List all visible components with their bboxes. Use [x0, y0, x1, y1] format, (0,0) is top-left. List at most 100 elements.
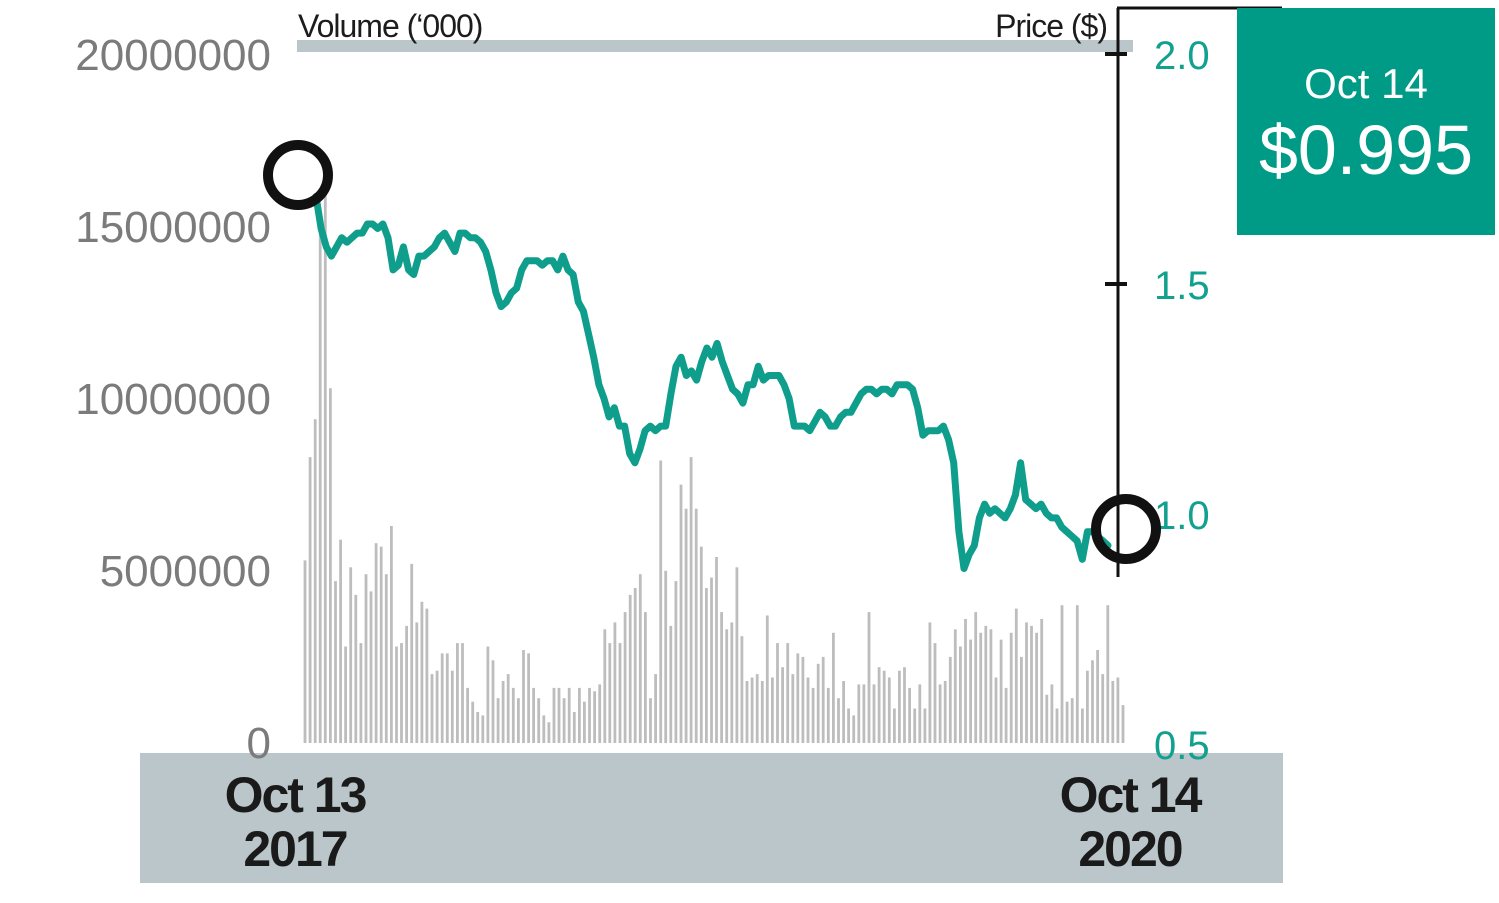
volume-bar	[989, 629, 993, 743]
volume-bar	[603, 629, 607, 743]
volume-bar	[664, 570, 668, 744]
volume-bar	[694, 508, 698, 743]
volume-bar	[1020, 656, 1023, 743]
volume-bar	[959, 646, 962, 743]
price-tick-label: 2.0	[1154, 34, 1210, 78]
volume-bar	[440, 653, 444, 743]
volume-bar	[908, 687, 911, 743]
volume-bar	[806, 677, 810, 743]
volume-bar	[349, 567, 353, 743]
volume-bar	[344, 646, 347, 743]
volume-bar	[638, 574, 642, 743]
price-axis-title: Price ($)	[995, 8, 1107, 44]
volume-bar	[364, 574, 368, 743]
volume-bar	[557, 687, 561, 743]
volume-bar	[933, 643, 937, 743]
volume-bar	[740, 636, 744, 743]
start-year-label: 2017	[243, 821, 346, 877]
volume-bar	[1009, 632, 1013, 743]
price-line	[312, 192, 1112, 572]
volume-bar	[308, 457, 312, 743]
volume-bar	[832, 632, 835, 743]
volume-bar	[400, 643, 403, 743]
volume-bar	[623, 612, 627, 743]
volume-bar	[496, 698, 500, 743]
volume-bar	[1035, 632, 1038, 743]
volume-bar	[964, 619, 967, 743]
volume-bar	[613, 622, 617, 743]
volume-bar	[771, 677, 774, 743]
price-tick-label: 1.5	[1154, 264, 1210, 308]
volume-axis: 20000000 15000000 10000000 5000000 0	[75, 31, 271, 768]
volume-bar	[527, 653, 530, 743]
volume-bar	[928, 622, 932, 743]
volume-bar	[725, 629, 729, 743]
volume-bar	[882, 670, 886, 743]
volume-bar	[420, 601, 424, 743]
volume-bar	[517, 698, 520, 743]
volume-bar	[684, 508, 688, 743]
volume-bar	[334, 581, 337, 743]
volume-bar	[461, 643, 464, 743]
volume-bar	[598, 684, 602, 743]
volume-bar	[1004, 687, 1008, 743]
volume-bar	[644, 612, 647, 743]
volume-bar	[791, 674, 795, 743]
volume-bar	[303, 560, 307, 743]
volume-axis-title: Volume (‘000)	[298, 8, 482, 44]
volume-tick-label: 20000000	[75, 31, 271, 80]
volume-bar	[847, 708, 850, 743]
volume-bar	[781, 667, 784, 743]
volume-bar	[537, 698, 541, 743]
end-date-label: Oct 14	[1060, 767, 1203, 823]
volume-bar	[552, 687, 556, 743]
volume-bar	[466, 687, 469, 743]
volume-bar	[1070, 698, 1074, 743]
volume-bar	[471, 701, 475, 743]
volume-tick-label: 5000000	[100, 547, 271, 596]
volume-bar	[1075, 605, 1079, 743]
volume-bar	[578, 687, 581, 743]
volume-bar	[903, 667, 906, 743]
volume-bar	[379, 546, 383, 743]
volume-bar	[1050, 684, 1054, 743]
start-marker-circle	[263, 140, 333, 210]
volume-bar	[801, 656, 805, 743]
volume-bar	[705, 588, 708, 743]
volume-bar	[984, 625, 988, 743]
volume-bar	[323, 191, 327, 744]
volume-bar	[679, 484, 683, 743]
volume-bar	[633, 588, 637, 743]
volume-bar	[786, 643, 790, 743]
volume-bar	[760, 681, 764, 743]
volume-bar	[1025, 622, 1028, 743]
volume-bar	[715, 557, 718, 743]
volume-bar	[821, 656, 825, 743]
volume-bar	[842, 681, 845, 743]
volume-bar	[720, 612, 723, 743]
volume-bar	[354, 594, 358, 743]
volume-bar	[750, 677, 754, 743]
volume-bar	[476, 712, 480, 743]
volume-bar	[511, 687, 515, 743]
volume-bar	[969, 639, 972, 743]
volume-bar	[887, 677, 891, 743]
volume-bar	[953, 629, 957, 743]
volume-bar	[390, 526, 393, 743]
volume-bar	[501, 681, 505, 743]
callout-price: $0.995	[1258, 111, 1474, 189]
volume-bar	[572, 712, 576, 743]
volume-bar	[943, 681, 947, 743]
volume-bar	[1055, 708, 1059, 743]
volume-bar	[699, 546, 703, 743]
volume-bar	[1121, 705, 1125, 743]
volume-bar	[689, 457, 693, 743]
volume-bar	[1106, 605, 1110, 743]
volume-bar	[1045, 694, 1049, 743]
volume-bar	[872, 684, 876, 743]
price-axis: 2.0 1.5 1.0 0.5	[1105, 6, 1282, 768]
volume-tick-label: 10000000	[75, 375, 271, 424]
volume-bar	[1086, 670, 1089, 743]
volume-bar	[430, 674, 434, 743]
volume-bar	[339, 539, 342, 743]
